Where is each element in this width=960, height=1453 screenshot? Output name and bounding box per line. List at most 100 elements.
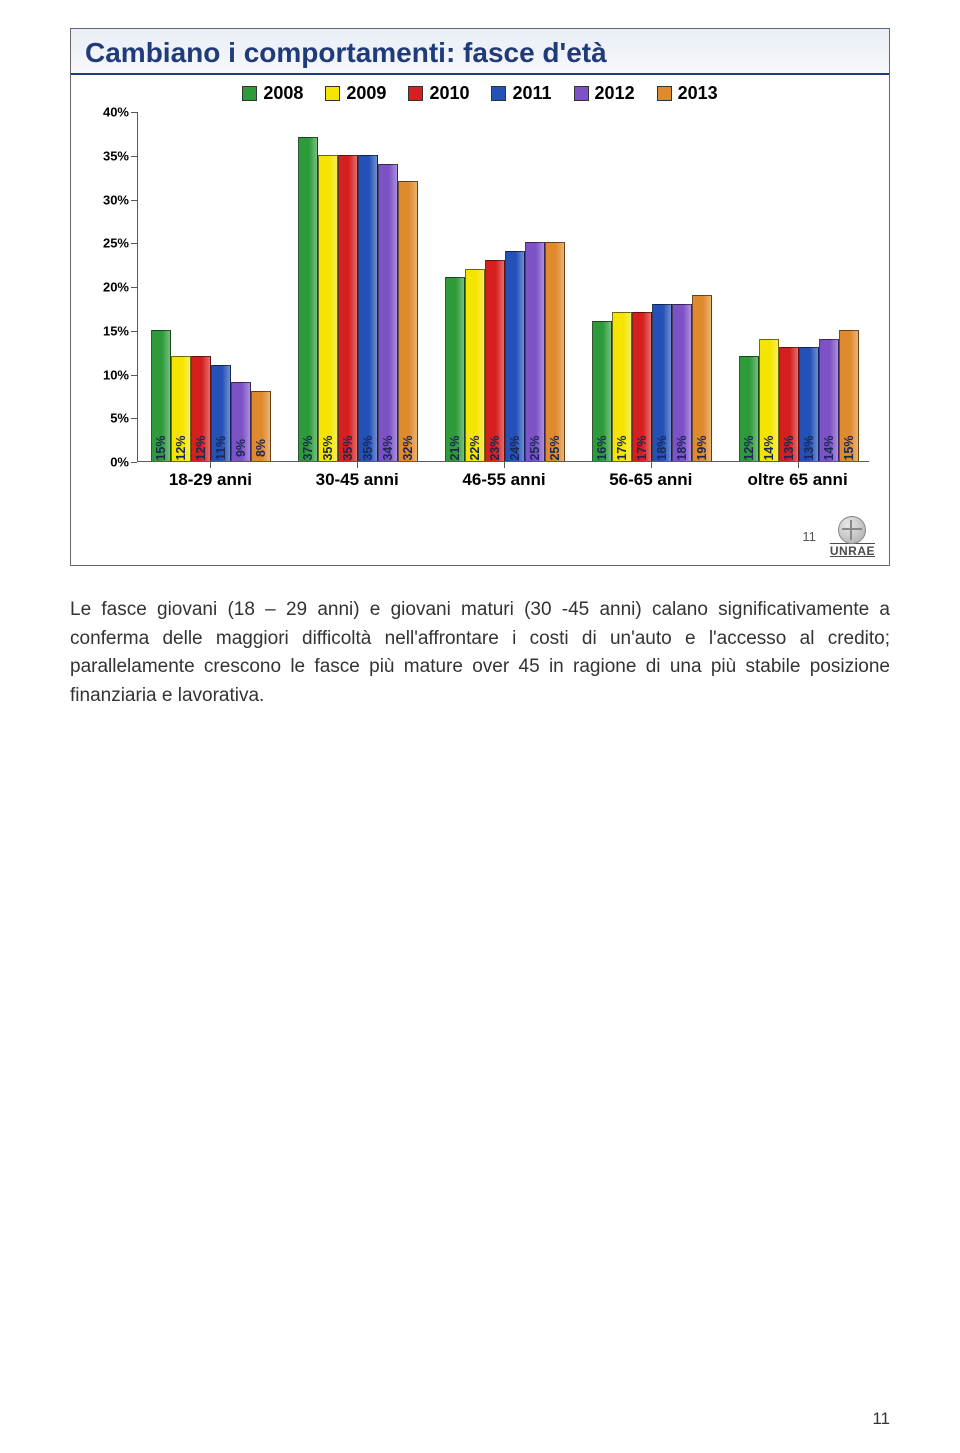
bar-value-label: 18% xyxy=(675,435,689,460)
bar: 23% xyxy=(485,260,505,461)
y-tick-label: 15% xyxy=(103,323,129,338)
y-tick-label: 40% xyxy=(103,105,129,120)
bar-value-label: 35% xyxy=(361,435,375,460)
bar-group: 15%12%12%11%9%8% xyxy=(151,330,271,461)
legend-swatch xyxy=(657,86,672,101)
x-tick-label: 46-55 anni xyxy=(462,470,545,490)
bar: 34% xyxy=(378,164,398,462)
x-tick-label: oltre 65 anni xyxy=(748,470,848,490)
legend-swatch xyxy=(325,86,340,101)
legend-swatch xyxy=(574,86,589,101)
bar: 12% xyxy=(171,356,191,461)
x-tick-mark xyxy=(504,461,505,468)
legend-swatch xyxy=(242,86,257,101)
legend-item: 2012 xyxy=(574,83,635,104)
legend-item: 2009 xyxy=(325,83,386,104)
bar: 14% xyxy=(819,339,839,462)
bar-value-label: 21% xyxy=(448,435,462,460)
x-tick-mark xyxy=(357,461,358,468)
bar-group: 12%14%13%13%14%15% xyxy=(739,330,859,461)
x-tick-mark xyxy=(210,461,211,468)
bar: 24% xyxy=(505,251,525,461)
x-tick-mark xyxy=(798,461,799,468)
y-tick-label: 0% xyxy=(110,455,129,470)
bar: 18% xyxy=(652,304,672,462)
bar-value-label: 17% xyxy=(635,435,649,460)
bar-value-label: 16% xyxy=(595,435,609,460)
bar-value-label: 25% xyxy=(528,435,542,460)
bar: 19% xyxy=(692,295,712,461)
bar-value-label: 35% xyxy=(341,435,355,460)
bar: 16% xyxy=(592,321,612,461)
chart-plot: 0%5%10%15%20%25%30%35%40% 15%12%12%11%9%… xyxy=(87,112,873,512)
bar-value-label: 22% xyxy=(468,435,482,460)
bar-value-label: 13% xyxy=(782,435,796,460)
bar: 35% xyxy=(358,155,378,461)
bar-value-label: 23% xyxy=(488,435,502,460)
legend-label: 2012 xyxy=(595,83,635,104)
bar-value-label: 15% xyxy=(154,435,168,460)
legend-label: 2008 xyxy=(263,83,303,104)
legend-swatch xyxy=(408,86,423,101)
y-tick-label: 35% xyxy=(103,148,129,163)
bar: 25% xyxy=(545,242,565,461)
x-tick-label: 18-29 anni xyxy=(169,470,252,490)
bar-value-label: 12% xyxy=(194,435,208,460)
bar: 13% xyxy=(799,347,819,461)
bar: 14% xyxy=(759,339,779,462)
bar-group: 21%22%23%24%25%25% xyxy=(445,242,565,461)
bar: 11% xyxy=(211,365,231,461)
bar: 18% xyxy=(672,304,692,462)
bar-value-label: 9% xyxy=(234,439,248,457)
y-tick-label: 25% xyxy=(103,236,129,251)
bar-value-label: 8% xyxy=(254,439,268,457)
legend-item: 2008 xyxy=(242,83,303,104)
bar: 15% xyxy=(839,330,859,461)
chart-title: Cambiano i comportamenti: fasce d'età xyxy=(71,29,889,75)
bar: 22% xyxy=(465,269,485,462)
bar: 13% xyxy=(779,347,799,461)
bar: 32% xyxy=(398,181,418,461)
bar-value-label: 13% xyxy=(802,435,816,460)
bar-value-label: 17% xyxy=(615,435,629,460)
y-tick-label: 10% xyxy=(103,367,129,382)
y-tick-label: 20% xyxy=(103,280,129,295)
x-axis: 18-29 anni 30-45 anni 46-55 anni 56-65 anni… xyxy=(137,462,869,512)
bar-value-label: 19% xyxy=(695,435,709,460)
globe-icon xyxy=(838,516,866,544)
bar-value-label: 14% xyxy=(762,435,776,460)
unrae-logo: UNRAE xyxy=(830,516,875,557)
x-tick-label: 56-65 anni xyxy=(609,470,692,490)
bar: 9% xyxy=(231,382,251,461)
plot-area: 15%12%12%11%9%8%37%35%35%35%34%32%21%22%… xyxy=(137,112,869,462)
bar: 25% xyxy=(525,242,545,461)
bar: 35% xyxy=(338,155,358,461)
bar-value-label: 18% xyxy=(655,435,669,460)
chart-footer: 11 UNRAE xyxy=(71,512,889,565)
bar-value-label: 12% xyxy=(174,435,188,460)
legend-label: 2009 xyxy=(346,83,386,104)
x-tick-label: 30-45 anni xyxy=(316,470,399,490)
bar-value-label: 15% xyxy=(842,435,856,460)
bar: 17% xyxy=(612,312,632,461)
bar-value-label: 32% xyxy=(401,435,415,460)
bar-value-label: 34% xyxy=(381,435,395,460)
bar-group: 16% 17% 17% 18% 18% 19% xyxy=(592,295,712,461)
bar: 8% xyxy=(251,391,271,461)
x-tick-mark xyxy=(651,461,652,468)
bar-value-label: 25% xyxy=(548,435,562,460)
bar: 35% xyxy=(318,155,338,461)
bar: 15% xyxy=(151,330,171,461)
chart-legend: 200820092010201120122013 xyxy=(71,75,889,108)
bar: 21% xyxy=(445,277,465,461)
bar: 17% xyxy=(632,312,652,461)
y-tick-label: 30% xyxy=(103,192,129,207)
legend-item: 2013 xyxy=(657,83,718,104)
bar-value-label: 35% xyxy=(321,435,335,460)
slide-number: 11 xyxy=(802,529,816,544)
body-paragraph: Le fasce giovani (18 – 29 anni) e giovan… xyxy=(70,596,890,710)
page-number: 11 xyxy=(872,1409,890,1429)
logo-text: UNRAE xyxy=(830,545,875,557)
y-tick-label: 5% xyxy=(110,411,129,426)
bar-group: 37%35%35%35%34%32% xyxy=(298,137,418,461)
